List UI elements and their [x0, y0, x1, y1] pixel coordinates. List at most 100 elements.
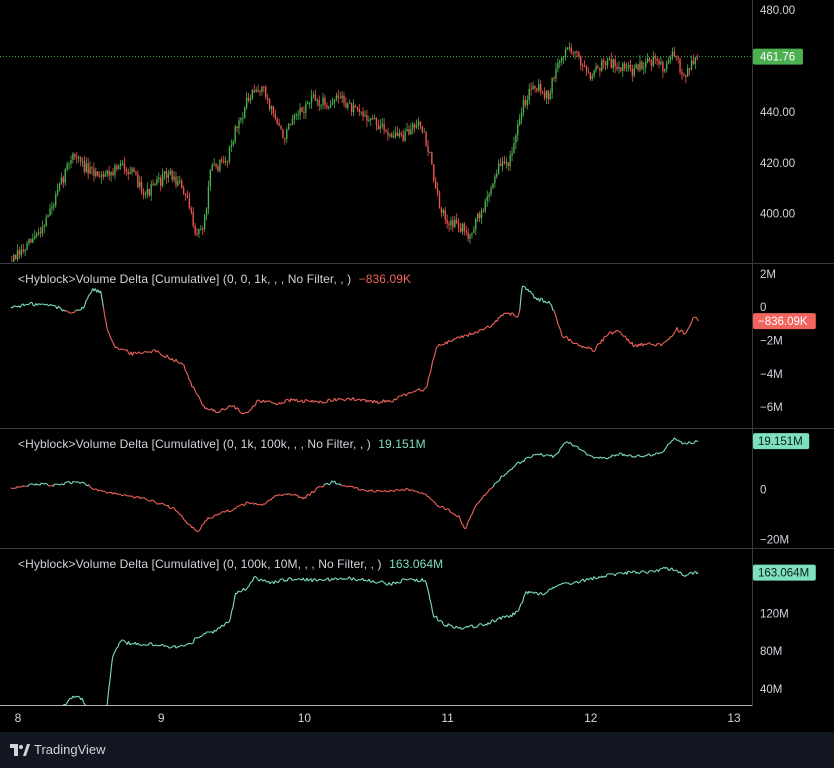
- series-segment: [76, 695, 79, 698]
- series-segment: [531, 454, 534, 458]
- series-segment: [499, 476, 502, 480]
- series-segment: [442, 623, 445, 627]
- series-segment: [588, 454, 591, 457]
- series-segment: [205, 517, 209, 522]
- legend-vd3-text: <Hyblock>Volume Delta [Cumulative] (0, 1…: [18, 557, 382, 571]
- series-segment: [337, 578, 339, 581]
- legend-vd1-value: −836.09K: [358, 272, 412, 286]
- series-segment: [229, 405, 232, 408]
- candle-body: [469, 234, 471, 239]
- series-segment: [681, 330, 685, 335]
- series-segment: [244, 502, 247, 506]
- candle-body: [89, 167, 91, 174]
- candle-body: [629, 65, 632, 69]
- candle-body: [95, 171, 97, 176]
- series-segment: [471, 509, 475, 515]
- series-segment: [430, 499, 433, 501]
- candle-body: [291, 118, 294, 125]
- price-axis-tick: 420.00: [760, 158, 795, 170]
- candle-body: [461, 223, 464, 232]
- candle-body: [196, 233, 198, 235]
- series-segment: [526, 456, 528, 459]
- series-segment: [88, 484, 91, 488]
- candle-body: [576, 51, 578, 53]
- candle-body: [591, 75, 593, 79]
- series-segment: [46, 303, 49, 306]
- candle-body: [368, 119, 370, 121]
- candle-body: [478, 213, 481, 219]
- candle-body: [394, 132, 397, 136]
- series-segment: [593, 457, 596, 459]
- series-segment: [167, 646, 170, 649]
- series-segment: [187, 375, 190, 381]
- series-segment: [148, 351, 150, 353]
- series-segment: [356, 579, 359, 582]
- candle-body: [476, 213, 479, 219]
- series-segment: [424, 580, 427, 583]
- series-segment: [611, 331, 615, 335]
- legend-vd2: <Hyblock>Volume Delta [Cumulative] (0, 1…: [18, 437, 426, 451]
- series-segment: [288, 576, 291, 579]
- candle-body: [616, 66, 618, 70]
- series-segment: [145, 350, 148, 353]
- series-segment: [638, 572, 641, 575]
- candle-body: [644, 62, 647, 68]
- series-segment: [27, 303, 30, 306]
- series-segment: [182, 517, 185, 520]
- series-segment: [662, 566, 665, 569]
- candle-body: [81, 160, 84, 162]
- candle-body: [620, 67, 622, 71]
- candle-body: [301, 107, 303, 113]
- candle-body: [637, 64, 639, 70]
- series-segment: [497, 480, 499, 483]
- series-segment: [458, 515, 461, 520]
- candle-body: [62, 177, 65, 183]
- series-segment: [321, 486, 324, 488]
- candle-body: [224, 161, 227, 163]
- series-segment: [431, 611, 435, 618]
- candle-body: [326, 105, 328, 108]
- series-segment: [243, 587, 246, 591]
- series-segment: [573, 581, 576, 583]
- series-segment: [10, 306, 13, 309]
- candle-body: [30, 239, 32, 243]
- series-segment: [480, 623, 484, 626]
- candle-body: [64, 169, 66, 183]
- candle-body: [74, 153, 76, 158]
- series-segment: [646, 453, 649, 457]
- series-segment: [544, 454, 547, 457]
- candle-body: [387, 132, 389, 136]
- series-segment: [455, 625, 459, 628]
- series-segment: [235, 407, 238, 410]
- candle-body: [236, 126, 238, 129]
- series-segment: [235, 506, 238, 509]
- chart-canvas[interactable]: 400.00 420.00 440.00 480.00 461.76 2M 0 −2M −4M −…: [0, 0, 834, 732]
- candle-body: [337, 95, 339, 98]
- series-segment: [427, 373, 431, 379]
- candle-body: [308, 102, 311, 104]
- series-segment: [388, 582, 391, 585]
- series-segment: [692, 442, 695, 445]
- series-segment: [523, 458, 526, 462]
- series-segment: [492, 619, 496, 623]
- tradingview-logo[interactable]: TradingView: [10, 742, 106, 757]
- series-segment: [477, 624, 480, 627]
- series-segment: [512, 466, 515, 468]
- series-segment: [338, 577, 341, 580]
- series-segment: [70, 697, 72, 700]
- series-segment: [381, 580, 385, 583]
- series-segment: [328, 398, 332, 402]
- series-segment: [618, 452, 621, 455]
- series-segment: [418, 388, 422, 392]
- candle-body: [373, 117, 376, 119]
- candle-body: [574, 51, 576, 53]
- series-segment: [116, 646, 119, 649]
- series-segment: [643, 343, 646, 346]
- series-segment: [619, 331, 622, 335]
- series-segment: [75, 695, 78, 698]
- candle-body: [26, 243, 28, 250]
- candle-body: [93, 168, 95, 176]
- series-segment: [672, 569, 675, 572]
- series-segment: [211, 517, 214, 519]
- candle-body: [345, 103, 347, 108]
